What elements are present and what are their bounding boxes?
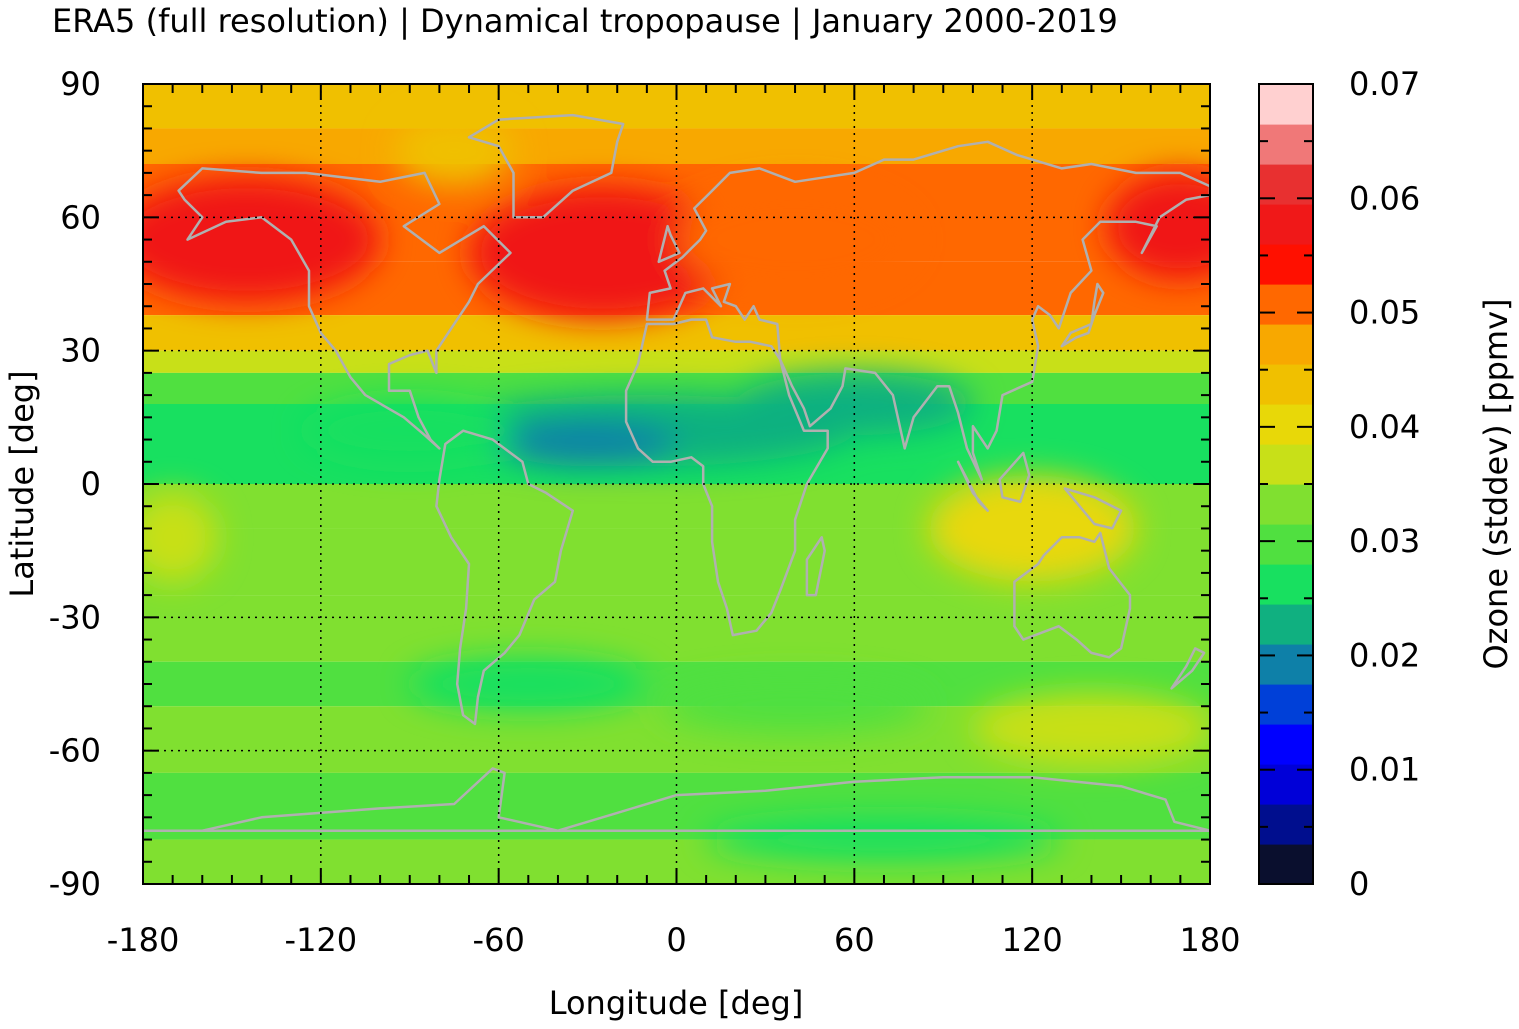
- colorbar-swatch: [1259, 844, 1313, 885]
- colorbar-swatch: [1259, 284, 1313, 325]
- y-axis: 90 60 30 0 -30 -60 -90: [49, 65, 1210, 903]
- colorbar-tick-label: 0.01: [1349, 751, 1420, 789]
- feature-central-america-min: [306, 399, 514, 462]
- y-tick-label: 90: [60, 65, 101, 103]
- colorbar-swatch: [1259, 364, 1313, 405]
- colorbar-swatch: [1259, 644, 1313, 685]
- colorbar-tick-label: 0.02: [1349, 636, 1420, 674]
- colorbar-tick-label: 0.04: [1349, 408, 1420, 446]
- coast-africa: [624, 318, 829, 637]
- coast-eurasia: [645, 140, 1210, 481]
- feature-eurasia-belt: [676, 186, 914, 293]
- colorbar-swatch: [1259, 404, 1313, 445]
- coast-britain: [657, 224, 681, 264]
- x-tick-label: 180: [1179, 921, 1240, 959]
- y-tick-label: 0: [81, 465, 101, 503]
- coast-borneo: [998, 451, 1031, 504]
- colorbar: 0 0.01 0.02 0.03 0.04 0.05 0.06 0.07: [1258, 65, 1420, 903]
- colorbar-swatch: [1259, 324, 1313, 365]
- colorbar-swatch: [1259, 524, 1313, 565]
- colorbar-swatch: [1259, 84, 1313, 125]
- colorbar-swatch: [1259, 124, 1313, 165]
- colorbar-swatch: [1259, 804, 1313, 845]
- x-tick-label: 60: [834, 921, 875, 959]
- field-band: [143, 595, 1210, 662]
- feature-south-indian-min: [661, 679, 929, 733]
- colorbar-swatch: [1259, 244, 1313, 285]
- coast-greenland: [467, 113, 625, 219]
- colorbar-swatch: [1259, 484, 1313, 525]
- colorbar-swatch: [1259, 204, 1313, 245]
- grid-lines: [143, 84, 1210, 884]
- field-band: [143, 350, 1210, 373]
- colorbar-tick-label: 0.03: [1349, 522, 1420, 560]
- colorbar-swatch: [1259, 604, 1313, 645]
- coast-new-zealand: [1170, 647, 1206, 690]
- field-features: [143, 115, 1210, 862]
- y-tick-label: 30: [60, 332, 101, 370]
- feature-south-pacific: [143, 492, 218, 582]
- x-tick-label: 120: [1002, 921, 1063, 959]
- chart-title: ERA5 (full resolution) | Dynamical tropo…: [52, 2, 1118, 40]
- x-axis: -180 -120 -60 0 60 120 180: [107, 84, 1241, 959]
- colorbar-tick-label: 0: [1349, 865, 1369, 903]
- coastlines: [143, 113, 1210, 832]
- y-axis-label: Latitude [deg]: [3, 370, 41, 598]
- feature-nw-pacific-max: [1106, 172, 1210, 280]
- coast-japan: [1060, 282, 1105, 348]
- feature-north-pacific-max: [143, 177, 381, 302]
- x-axis-label: Longitude [deg]: [548, 984, 804, 1022]
- colorbar-swatch: [1259, 724, 1313, 765]
- feature-south-atlantic-min: [409, 657, 647, 711]
- y-tick-label: -60: [49, 732, 101, 770]
- coast-sumatra: [956, 460, 989, 512]
- feature-indian-min: [735, 372, 973, 436]
- y-tick-label: -30: [49, 598, 101, 636]
- y-tick-label: -90: [49, 865, 101, 903]
- feature-arctic-canada: [394, 115, 514, 187]
- x-tick-label: -60: [473, 921, 525, 959]
- x-tick-label: -180: [107, 921, 180, 959]
- colorbar-tick-label: 0.07: [1349, 65, 1420, 103]
- colorbar-swatch: [1259, 684, 1313, 725]
- colorbar-tick-label: 0.06: [1349, 179, 1420, 217]
- x-tick-label: 0: [666, 921, 686, 959]
- feature-antarctic-min: [706, 817, 1062, 862]
- feature-south-pacific-max: [972, 692, 1210, 764]
- field-band: [143, 315, 1210, 351]
- coast-madagascar: [805, 536, 826, 597]
- coast-south-america: [435, 429, 575, 726]
- colorbar-label: Ozone (stddev) [ppmv]: [1477, 298, 1515, 670]
- coast-australia: [1013, 531, 1132, 659]
- y-tick-label: 60: [60, 198, 101, 236]
- colorbar-swatch: [1259, 444, 1313, 485]
- coast-new-guinea: [1063, 487, 1123, 530]
- coast-antarctica: [143, 767, 1210, 832]
- x-tick-label: -120: [285, 921, 358, 959]
- colorbar-tick-label: 0.05: [1349, 294, 1420, 332]
- colorbar-swatch: [1259, 764, 1313, 805]
- coast-north-america: [177, 167, 512, 450]
